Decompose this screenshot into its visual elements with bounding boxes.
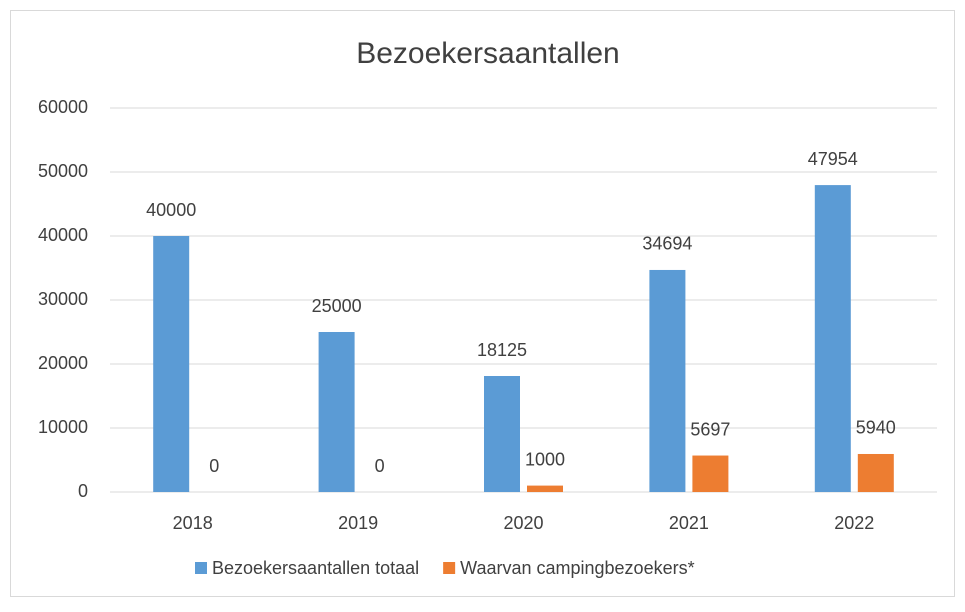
bar bbox=[814, 185, 851, 492]
bar bbox=[318, 332, 355, 492]
y-tick-label: 40000 bbox=[38, 225, 88, 245]
bar bbox=[527, 485, 563, 492]
bar bbox=[857, 453, 894, 492]
x-tick-label: 2018 bbox=[173, 513, 213, 533]
y-tick-label: 20000 bbox=[38, 353, 88, 373]
bar bbox=[649, 269, 686, 492]
y-tick-label: 60000 bbox=[38, 97, 88, 117]
chart-border bbox=[10, 10, 955, 597]
bar bbox=[692, 455, 729, 492]
legend-swatch bbox=[195, 562, 207, 574]
y-tick-label: 50000 bbox=[38, 161, 88, 181]
y-tick-label: 30000 bbox=[38, 289, 88, 309]
chart-title: Bezoekersaantallen bbox=[356, 37, 620, 70]
data-label: 40000 bbox=[146, 200, 196, 220]
data-label: 34694 bbox=[642, 234, 692, 254]
data-label: 47954 bbox=[808, 149, 858, 169]
data-label: 0 bbox=[375, 456, 385, 476]
data-label: 18125 bbox=[477, 340, 527, 360]
legend-label: Waarvan campingbezoekers* bbox=[460, 558, 694, 578]
x-tick-label: 2019 bbox=[338, 513, 378, 533]
data-label: 5940 bbox=[856, 418, 896, 438]
bar bbox=[484, 376, 520, 492]
data-label: 0 bbox=[209, 456, 219, 476]
x-tick-label: 2021 bbox=[669, 513, 709, 533]
x-tick-label: 2022 bbox=[834, 513, 874, 533]
y-tick-label: 10000 bbox=[38, 417, 88, 437]
data-label: 5697 bbox=[690, 419, 730, 439]
data-label: 1000 bbox=[525, 449, 565, 469]
legend-swatch bbox=[443, 562, 456, 574]
x-tick-label: 2020 bbox=[503, 513, 543, 533]
data-label: 25000 bbox=[312, 296, 362, 316]
y-tick-label: 0 bbox=[78, 481, 88, 501]
bar bbox=[153, 236, 190, 492]
legend-label: Bezoekersaantallen totaal bbox=[212, 558, 419, 578]
